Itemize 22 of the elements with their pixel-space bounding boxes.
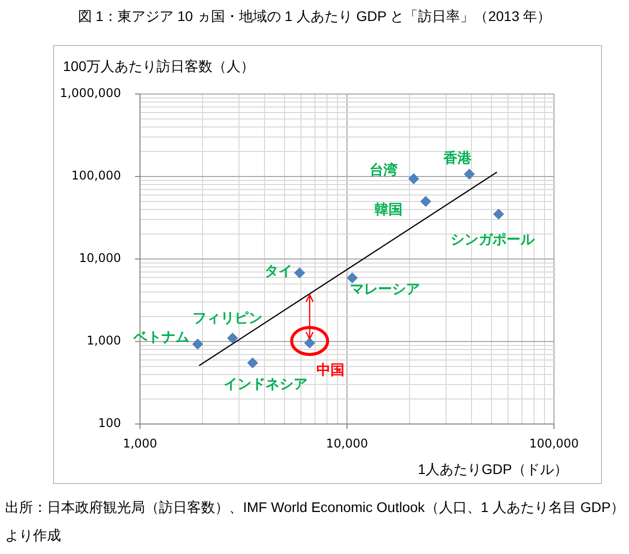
annotation: シンガポール	[450, 232, 536, 248]
annotation: 台湾	[370, 161, 398, 178]
chart-title: 図 1：東アジア 10 ヵ国・地域の 1 人あたり GDP と「訪日率」（2013 年）	[76, 8, 552, 25]
annotation: 韓国	[374, 202, 403, 218]
y-tick-label: 1,000	[86, 334, 121, 348]
y-tick-label: 10,000	[79, 251, 121, 266]
annotation: マレーシア	[350, 282, 420, 298]
y-axis-title: 100万人あたり訪日客数（人）	[63, 58, 254, 75]
annotation: 香港	[442, 150, 472, 167]
annotation: タイ	[264, 263, 293, 280]
annotation: 中国	[316, 362, 345, 379]
y-tick-label: 1,000,000	[60, 86, 121, 100]
annotation: インドネシア	[224, 376, 308, 393]
x-axis-title: 1人あたりGDP（ドル）	[418, 461, 568, 478]
x-tick-label: 10,000	[326, 436, 368, 450]
x-tick-label: 1,000	[122, 436, 158, 450]
y-tick-label: 100,000	[71, 168, 121, 183]
annotation: ベトナム	[132, 330, 190, 346]
text: 出所：日本政府観光局（訪日客数）、IMF World Economic Outlook（人口、1 人あたり名目 GDP）より作成	[5, 498, 626, 545]
y-tick-label: 100	[98, 416, 121, 430]
annotation: フィリピン	[192, 310, 263, 327]
x-tick-label: 100,000	[529, 436, 579, 450]
